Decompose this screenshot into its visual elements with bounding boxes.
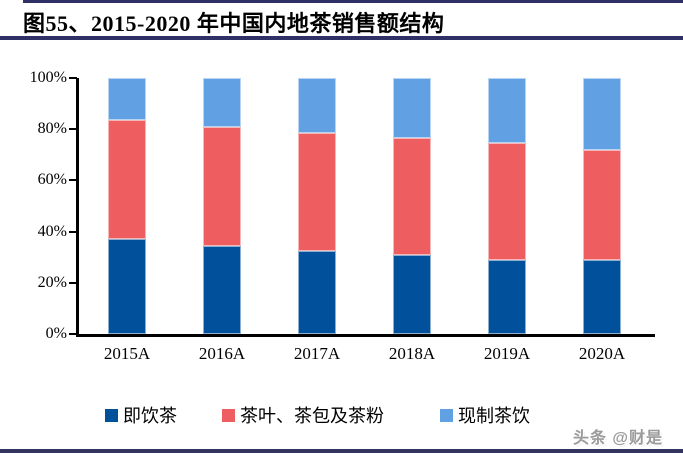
stacked-bar-2017A	[298, 78, 336, 334]
y-axis-tick	[69, 231, 77, 233]
bar-segment	[583, 149, 621, 260]
y-axis-label: 100%	[29, 69, 67, 86]
stacked-bar-2016A	[203, 78, 241, 334]
plot-area: 100% 80% 60% 40% 20% 0% 2015A 2016A 2017A 2018A 20…	[30, 70, 655, 363]
y-axis-label: 60%	[37, 171, 67, 188]
legend-item: 现制茶饮	[440, 402, 530, 428]
bar-segment	[298, 133, 336, 251]
y-axis-tick	[69, 333, 77, 335]
bar-segment	[298, 78, 336, 134]
x-axis-label: 2020A	[578, 344, 626, 363]
y-axis-tick	[69, 128, 77, 130]
bar-segment	[203, 126, 241, 246]
title-underline	[0, 36, 683, 40]
bar-segment	[583, 259, 621, 334]
stacked-bar-2015A	[108, 78, 146, 334]
y-axis-tick	[69, 282, 77, 284]
bar-segment	[488, 78, 526, 144]
y-axis-label: 40%	[37, 223, 67, 240]
stacked-bar-2019A	[488, 78, 526, 334]
y-axis-label: 80%	[37, 120, 67, 137]
bar-segment	[108, 120, 146, 240]
legend-swatch-icon	[105, 408, 118, 422]
x-axis-label: 2017A	[293, 344, 341, 363]
stacked-bar-chart: 100% 80% 60% 40% 20% 0% 2015A 2016A 2017A 2018A 20…	[30, 70, 655, 363]
y-axis-label: 0%	[45, 325, 67, 342]
bar-segment	[108, 78, 146, 121]
chart-legend: 即饮茶 茶叶、茶包及茶粉 现制茶饮	[0, 402, 683, 426]
bar-segment	[488, 143, 526, 260]
figure-title: 图55、2015-2020 年中国内地茶销售额结构	[23, 11, 445, 36]
legend-label: 茶叶、茶包及茶粉	[240, 406, 384, 426]
y-axis-tick	[69, 179, 77, 181]
legend-item: 茶叶、茶包及茶粉	[222, 402, 384, 428]
bar-segment	[108, 239, 146, 334]
y-axis-tick	[69, 77, 77, 79]
bar-segment	[488, 259, 526, 334]
x-axis-label: 2016A	[198, 344, 246, 363]
x-axis-label: 2015A	[103, 344, 151, 363]
bar-segment	[203, 78, 241, 127]
bar-segment	[393, 78, 431, 139]
bar-segment	[393, 254, 431, 334]
legend-label: 现制茶饮	[458, 406, 530, 426]
legend-item: 即饮茶	[105, 402, 177, 428]
bar-segment	[203, 245, 241, 334]
stacked-bar-2020A	[583, 78, 621, 334]
legend-swatch-icon	[440, 408, 453, 422]
bar-segment	[298, 250, 336, 334]
x-axis-label: 2018A	[388, 344, 436, 363]
top-rule	[23, 0, 683, 3]
bottom-rule	[0, 449, 683, 453]
y-axis-label: 20%	[37, 274, 67, 291]
watermark: 头条 @财是	[572, 430, 663, 447]
legend-label: 即饮茶	[123, 406, 177, 426]
stacked-bar-2018A	[393, 78, 431, 334]
legend-swatch-icon	[222, 408, 235, 422]
x-axis-label: 2019A	[483, 344, 531, 363]
bar-segment	[393, 138, 431, 255]
bar-segment	[583, 78, 621, 150]
